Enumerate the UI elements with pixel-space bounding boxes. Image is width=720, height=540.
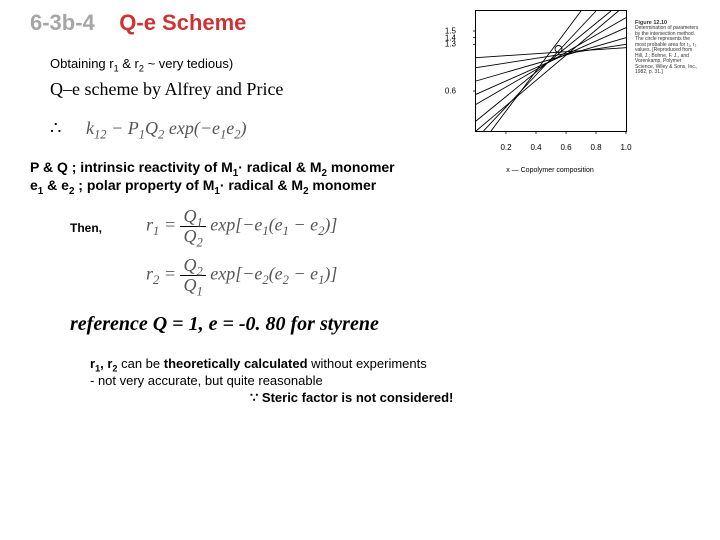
text: ~ very tedious)	[144, 56, 233, 71]
intersection-chart: 0.61.31.41.5 0.20.40.60.81.0 x — Copolym…	[475, 10, 700, 150]
eq-part: − e	[289, 215, 318, 235]
text: · radical & M	[238, 159, 321, 175]
eq-part: k	[86, 118, 94, 138]
sub: 2	[196, 235, 202, 249]
chart-svg	[476, 11, 626, 131]
eq-part: (e	[269, 263, 283, 283]
steric-note: ∵ Steric factor is not considered!	[30, 390, 700, 406]
text: Steric factor is not considered!	[262, 390, 453, 405]
caption-body: Determination of parameters by the inter…	[635, 26, 700, 76]
text: without experiments	[308, 356, 427, 371]
text: ; polar property of M	[74, 177, 214, 193]
reference-line: reference Q = 1, e = -0. 80 for styrene	[70, 313, 700, 336]
e-definition: e1 & e2 ; polar property of M1· radical …	[30, 177, 700, 193]
eq-part: r	[146, 215, 153, 235]
eq-part: Q	[183, 206, 196, 226]
eq-part: Q	[145, 118, 158, 138]
text: monomer	[327, 159, 395, 175]
then-block: Then, r1 = Q1Q2 exp[−e1(e1 − e2)] r2 = Q…	[30, 207, 700, 295]
text: · radical & M	[220, 177, 303, 193]
title-number: 6-3b-4	[30, 10, 95, 35]
because-icon: ∵	[250, 390, 258, 405]
sub: 12	[94, 128, 107, 142]
eq-part: − P	[107, 118, 139, 138]
r2-equation: r2 = Q2Q1 exp[−e2(e2 − e1)]	[146, 256, 337, 295]
chart-plot: 0.61.31.41.5 0.20.40.60.81.0	[475, 10, 627, 132]
text: , r	[100, 356, 112, 371]
eq-part: exp[−e	[206, 215, 263, 235]
text: & r	[119, 56, 139, 71]
text: Obtaining r	[50, 56, 114, 71]
eq-part: )]	[324, 263, 337, 283]
r1-equation: r1 = Q1Q2 exp[−e1(e1 − e2)]	[146, 207, 337, 246]
text: e	[30, 177, 38, 193]
text: P & Q ; intrinsic reactivity of M	[30, 159, 233, 175]
therefore-icon: ∴	[50, 118, 70, 139]
eq-part: exp(−e	[164, 118, 220, 138]
eq-part: (e	[269, 215, 283, 235]
chart-xlabel: x — Copolymer composition	[475, 167, 625, 174]
text: & e	[43, 177, 69, 193]
text: can be	[117, 356, 163, 371]
eq-part: Q	[183, 255, 196, 275]
eq-part: =	[159, 215, 180, 235]
title-text: Q-e Scheme	[119, 10, 246, 35]
eq-part: Q	[183, 226, 196, 246]
eq-part: Q	[183, 275, 196, 295]
calc-note: r1, r2 can be theoretically calculated w…	[90, 356, 700, 371]
eq-part: )]	[324, 215, 337, 235]
eq-part: )	[241, 118, 247, 138]
text: monomer	[309, 177, 377, 193]
chart-caption: Figure 12.10 Determination of parameters…	[635, 20, 700, 76]
eq-part: r	[146, 263, 153, 283]
accuracy-note: - not very accurate, but quite reasonabl…	[90, 373, 700, 388]
eq-part: exp[−e	[206, 263, 263, 283]
eq-part: =	[159, 263, 180, 283]
then-label: Then,	[70, 221, 102, 235]
text: theoretically calculated	[164, 356, 308, 371]
sub: 1	[196, 284, 202, 298]
eq-part: − e	[289, 263, 318, 283]
